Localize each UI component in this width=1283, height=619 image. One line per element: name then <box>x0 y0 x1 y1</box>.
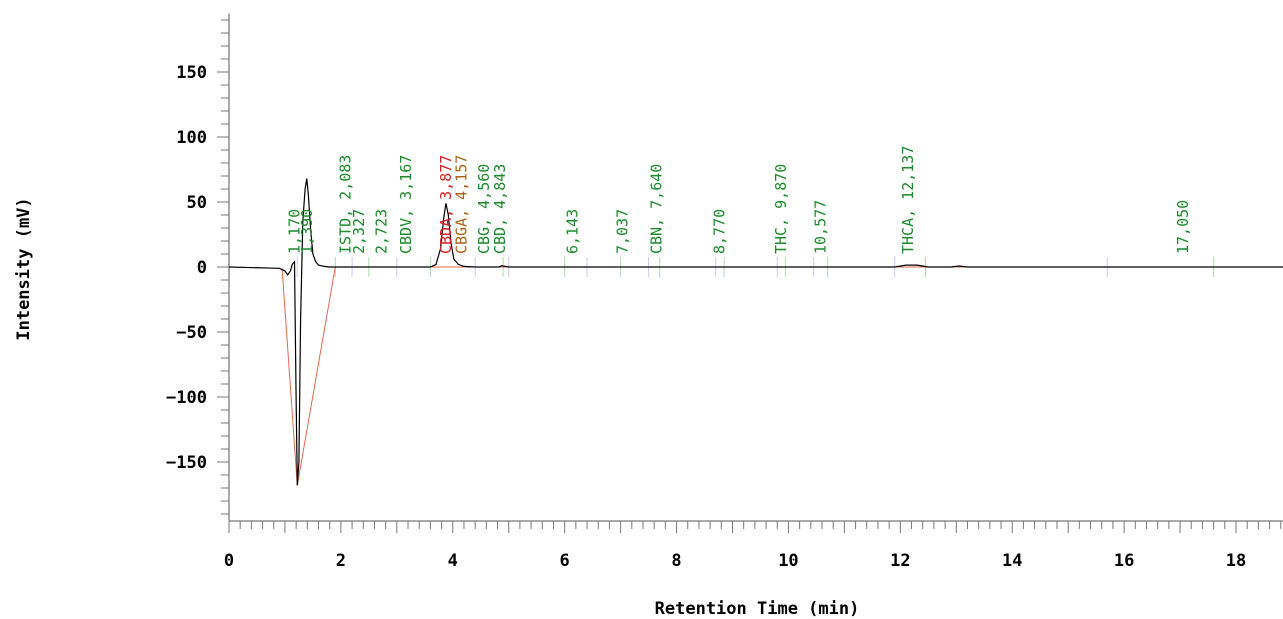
peak-label: CBDA, 3,877 <box>437 155 455 254</box>
x-axis: 0 2 4 6 8 10 12 14 16 18 <box>224 520 1283 571</box>
x-tick-label: 2 <box>336 551 346 571</box>
y-tick-label: −100 <box>166 388 207 408</box>
y-tick-label: 150 <box>176 63 207 83</box>
peak-label: THCA, 12,137 <box>899 146 917 254</box>
y-axis: 150 100 50 0 −50 −100 −150 <box>166 13 230 521</box>
y-axis-title: Intensity (mV) <box>14 197 34 340</box>
peak-label: CBN, 7,640 <box>647 164 665 254</box>
peak-label: 2,723 <box>372 209 390 254</box>
x-tick-label: 14 <box>1002 551 1022 571</box>
peak-label: 1,170 <box>285 209 303 254</box>
peak-label: CBG, 4,560 <box>475 164 493 254</box>
peak-label: CBDV, 3,167 <box>397 155 415 254</box>
y-tick-label: −150 <box>166 453 207 473</box>
peak-label: 10,577 <box>812 200 830 254</box>
peak-label: 6,143 <box>564 209 582 254</box>
y-tick-label: 50 <box>187 193 207 213</box>
x-tick-label: 6 <box>560 551 570 571</box>
peak-label: 2,327 <box>350 209 368 254</box>
baseline-line <box>281 266 1283 486</box>
peak-label: 17,050 <box>1174 200 1192 254</box>
x-tick-label: 16 <box>1114 551 1134 571</box>
x-tick-label: 18 <box>1226 551 1246 571</box>
x-tick-label: 10 <box>778 551 798 571</box>
peak-label: 8,770 <box>711 209 729 254</box>
peak-label: ISTD, 2,083 <box>337 155 355 254</box>
peak-label: 7,037 <box>614 209 632 254</box>
x-tick-label: 0 <box>224 551 234 571</box>
peak-label: CBD, 4,843 <box>491 164 509 254</box>
peak-label: CBGA, 4,157 <box>453 155 471 254</box>
signal-trace <box>228 178 1283 486</box>
x-tick-label: 4 <box>448 551 458 571</box>
x-tick-label: 12 <box>890 551 910 571</box>
x-axis-title: Retention Time (min) <box>655 599 860 619</box>
peak-label: 1,390 <box>298 209 316 254</box>
y-tick-label: 0 <box>197 258 207 278</box>
y-tick-label: −50 <box>176 323 207 343</box>
x-tick-label: 8 <box>671 551 681 571</box>
peak-label: THC, 9,870 <box>772 164 790 254</box>
y-tick-label: 100 <box>176 128 207 148</box>
